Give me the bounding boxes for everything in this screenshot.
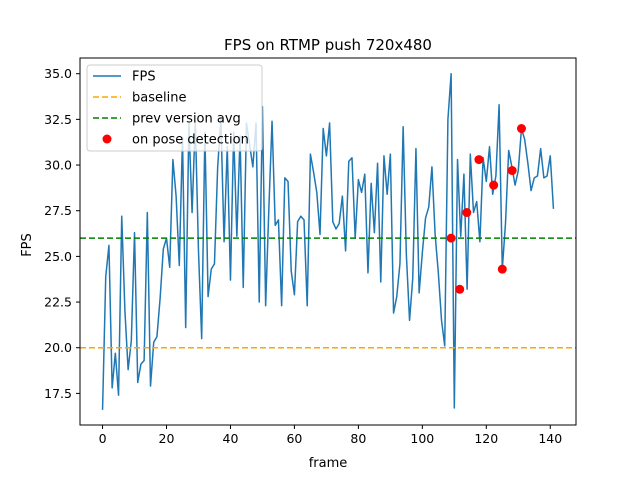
scatter-point-on-pose-detection — [462, 208, 472, 218]
legend-label: FPS — [132, 70, 156, 85]
plot-series-group — [80, 72, 576, 410]
scatter-point-on-pose-detection — [446, 233, 456, 243]
plot-area — [80, 72, 576, 410]
x-tick-label: 0 — [99, 431, 107, 446]
y-tick-label: 22.5 — [44, 295, 72, 310]
scatter-point-on-pose-detection — [489, 180, 499, 190]
scatter-point-on-pose-detection — [455, 284, 465, 294]
chart-title: FPS on RTMP push 720x480 — [224, 36, 432, 54]
legend-marker — [102, 134, 112, 144]
y-tick-label: 35.0 — [44, 66, 72, 81]
x-tick-label: 140 — [538, 431, 562, 446]
x-tick-label: 120 — [474, 431, 498, 446]
legend-label: prev version avg — [132, 112, 241, 127]
x-tick-label: 20 — [159, 431, 175, 446]
scatter-point-on-pose-detection — [474, 155, 484, 165]
legend: FPS baseline prev version avg on pose detec… — [86, 64, 263, 152]
legend-label: baseline — [132, 91, 186, 106]
x-tick-label: 60 — [286, 431, 302, 446]
y-tick-label: 25.0 — [44, 249, 72, 264]
scatter-point-on-pose-detection — [516, 124, 526, 134]
x-tick-label: 100 — [410, 431, 434, 446]
axes-frame — [79, 57, 577, 426]
y-tick-label: 17.5 — [44, 386, 72, 401]
y-tick-label: 32.5 — [44, 112, 72, 127]
scatter-point-on-pose-detection — [507, 166, 517, 176]
legend-label: on pose detection — [132, 133, 249, 148]
series-line-fps — [101, 72, 555, 410]
y-tick-label: 30.0 — [44, 158, 72, 173]
x-tick-label: 40 — [223, 431, 239, 446]
scatter-point-on-pose-detection — [497, 264, 507, 274]
legend-box — [86, 64, 263, 152]
y-tick-label: 20.0 — [44, 340, 72, 355]
x-axis-title: frame — [309, 456, 348, 471]
y-tick-label: 27.5 — [44, 203, 72, 218]
axes: 0 20 40 60 80 100 120 140 17.5 20.0 22.5 25.0 27.5 30… — [44, 57, 577, 446]
x-tick-label: 80 — [350, 431, 366, 446]
y-axis-title: FPS — [20, 233, 35, 257]
